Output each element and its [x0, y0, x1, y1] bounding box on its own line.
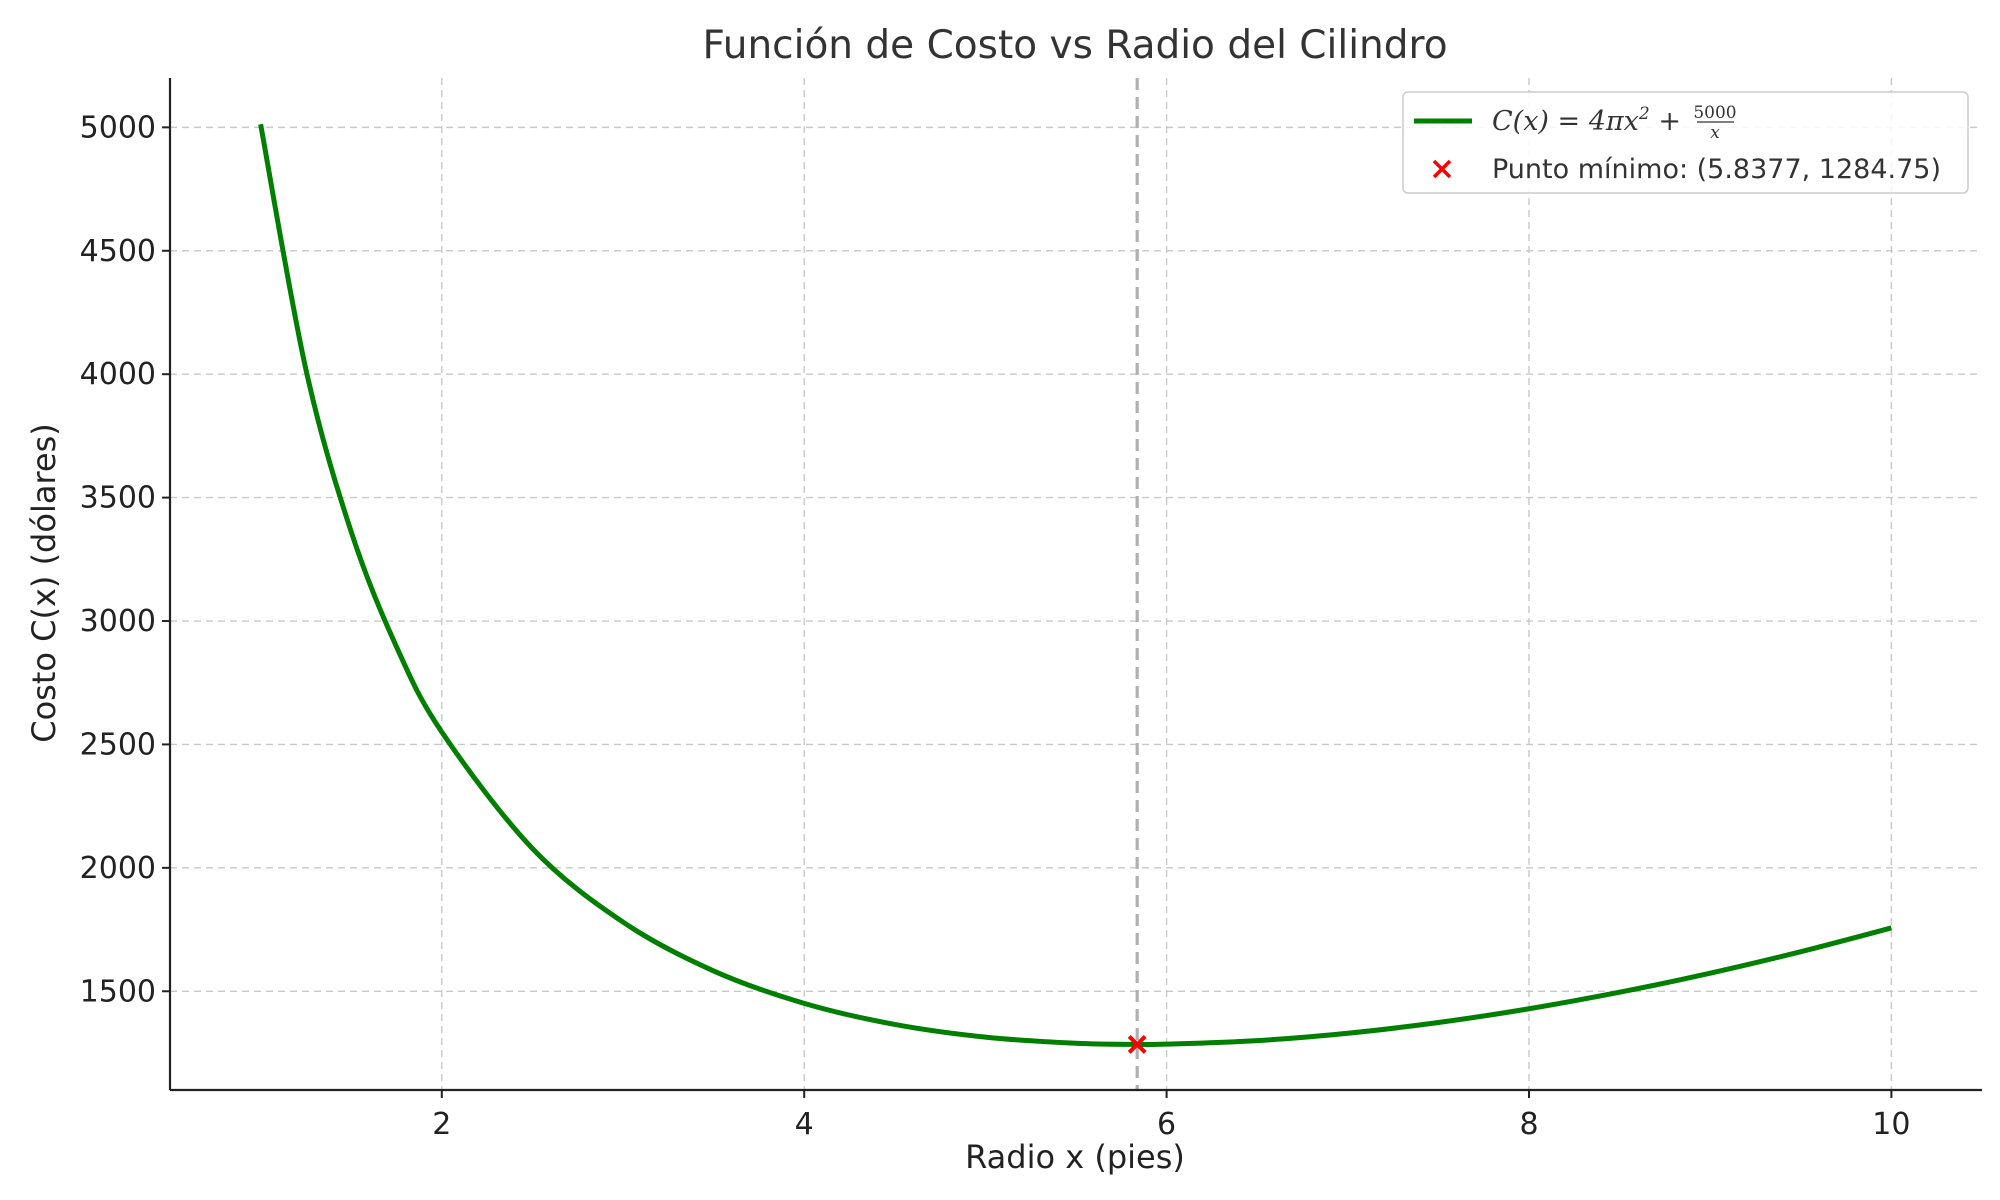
legend-marker-label: Punto mínimo: (5.8377, 1284.75) — [1492, 154, 1941, 185]
y-tick-label: 5000 — [80, 110, 156, 145]
legend-formula-exponent: 2 — [1638, 104, 1650, 124]
chart-title: Función de Costo vs Radio del Cilindro — [702, 23, 1447, 68]
x-tick-label: 10 — [1872, 1107, 1910, 1142]
x-tick-label: 6 — [1157, 1107, 1176, 1142]
y-tick-label: 4500 — [80, 234, 156, 269]
y-tick-label: 3000 — [80, 604, 156, 639]
legend-formula-denominator: x — [1710, 123, 1720, 143]
y-ticks: 1500 2000 2500 3000 3500 4000 4500 5000 — [80, 110, 170, 1009]
legend-formula-plus: + — [1650, 106, 1681, 137]
legend-series-label: C(x) = 4πx2 + — [1492, 104, 1681, 137]
legend-formula-lhs: C(x) = 4πx — [1492, 106, 1639, 137]
series-line-cost — [258, 123, 1893, 1048]
y-tick-label: 1500 — [80, 974, 156, 1009]
legend-marker-swatch — [1432, 159, 1452, 179]
x-tick-label: 4 — [795, 1107, 814, 1142]
legend-box — [1402, 91, 1969, 194]
legend: C(x) = 4πx2 + 5000 x Punto mínimo: (5.83… — [1402, 91, 1969, 194]
y-axis-label: Costo C(x) (dólares) — [25, 423, 63, 742]
x-tick-label: 2 — [432, 1107, 451, 1142]
grid — [170, 78, 1982, 1090]
x-ticks: 2 4 6 8 10 — [432, 1090, 1910, 1142]
x-axis-label: Radio x (pies) — [965, 1138, 1185, 1176]
y-tick-label: 2000 — [80, 851, 156, 886]
x-tick-label: 8 — [1519, 1107, 1538, 1142]
minimum-marker-stroke — [1127, 1034, 1147, 1054]
axes — [168, 78, 1982, 1092]
legend-formula-numerator: 5000 — [1693, 103, 1736, 123]
y-tick-label: 4000 — [80, 357, 156, 392]
minimum-marker — [1127, 1034, 1147, 1054]
y-tick-label: 2500 — [80, 727, 156, 762]
y-tick-label: 3500 — [80, 481, 156, 516]
